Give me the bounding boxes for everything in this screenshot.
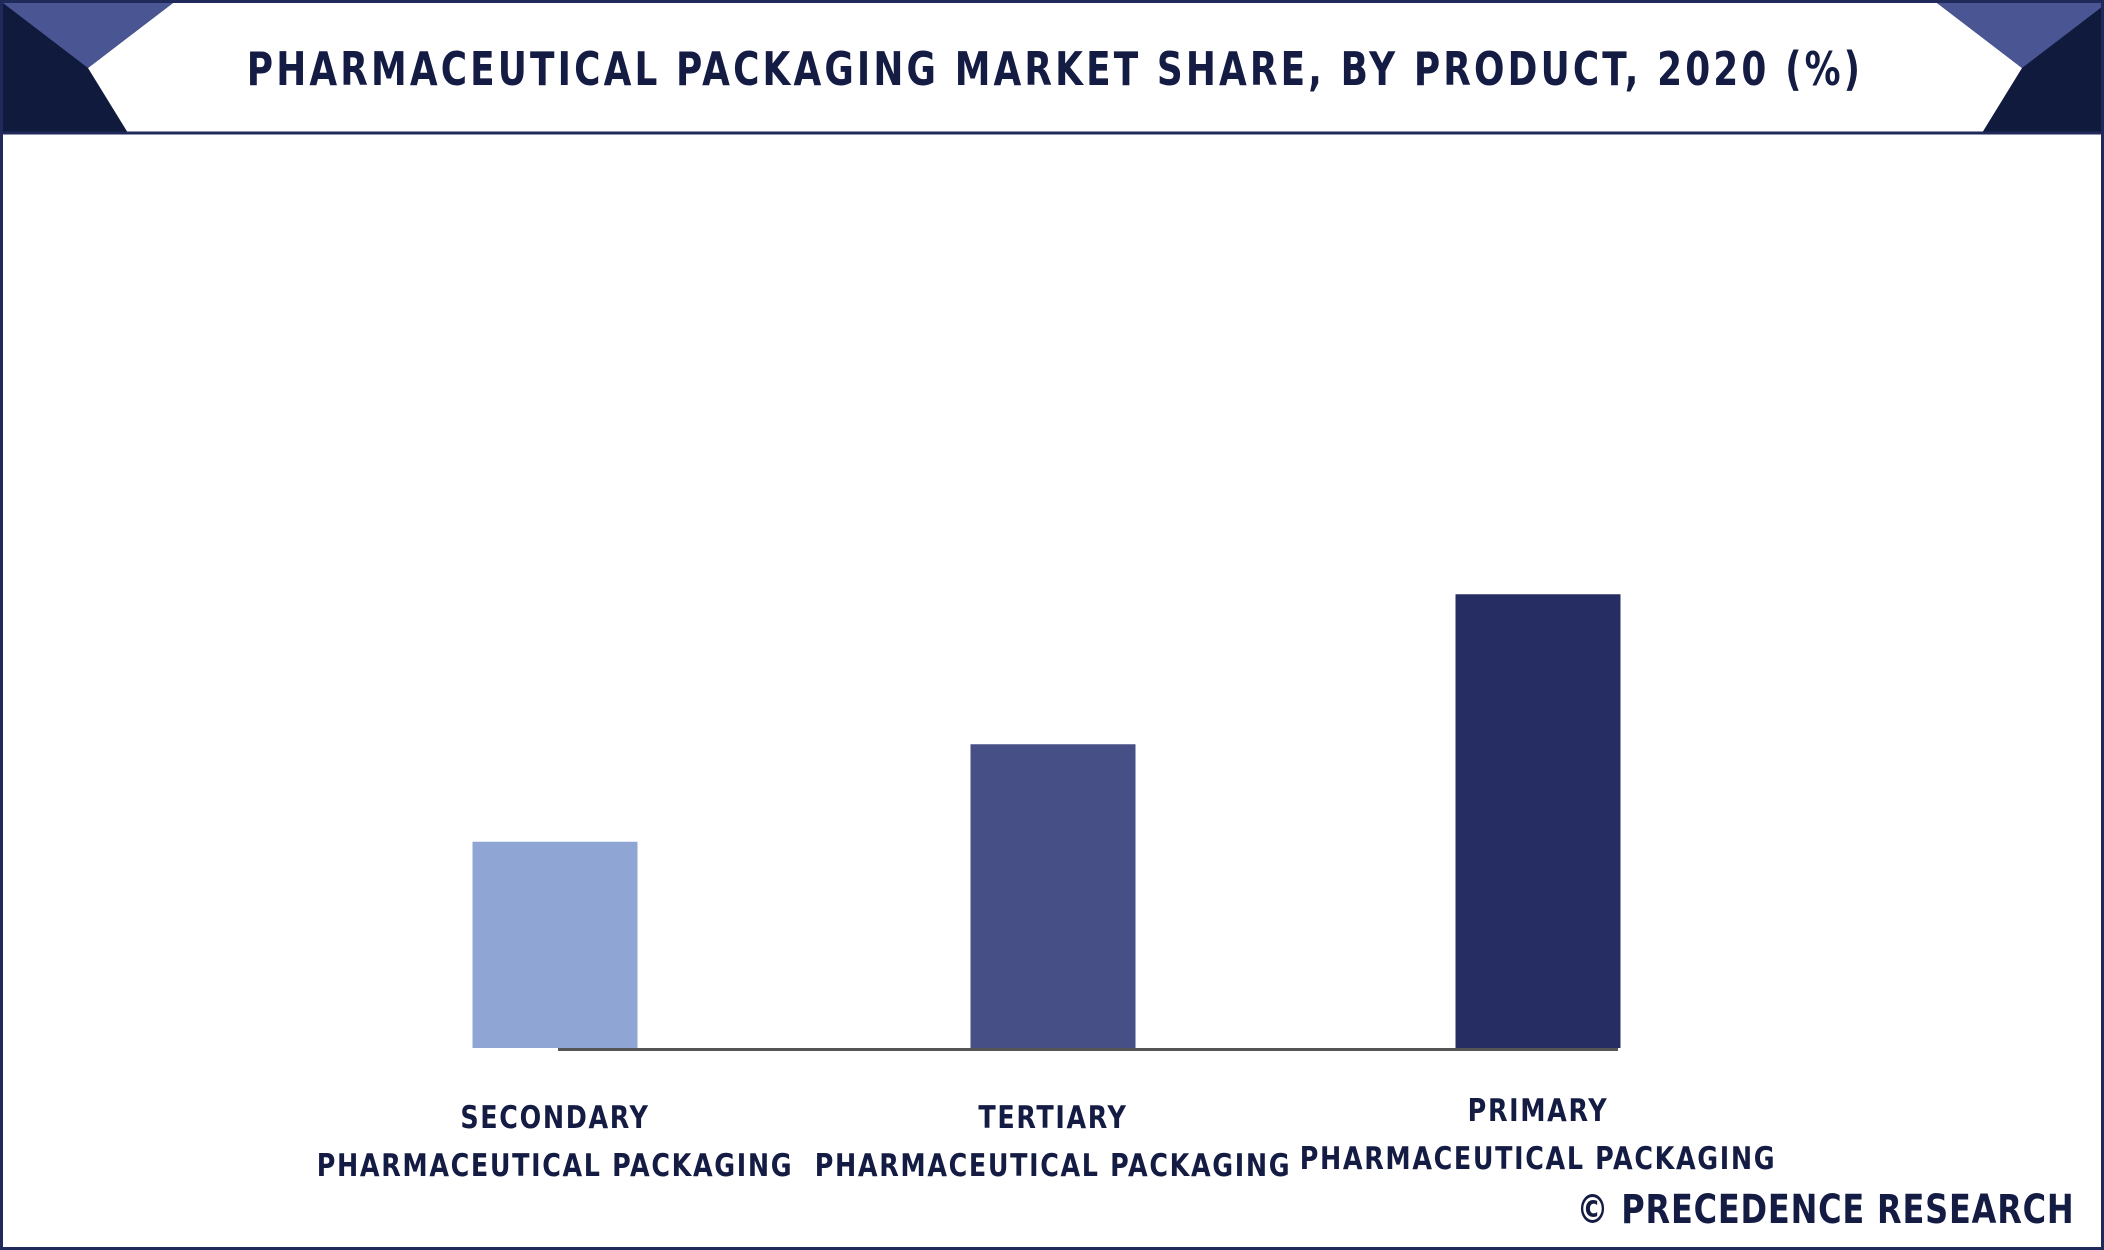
x-tick-label-1-line-1: SECONDARY	[460, 1100, 649, 1136]
x-tick-label-3-line-1: PRIMARY	[1468, 1093, 1609, 1129]
source-credit: © PRECEDENCE RESEARCH	[1576, 1187, 2075, 1233]
x-tick-label-2-line-1: TERTIARY	[978, 1100, 1127, 1136]
bar-3	[1455, 594, 1621, 1048]
right-corner-accent	[1937, 3, 2101, 68]
banner-decoration	[3, 3, 2101, 135]
left-corner-accent	[3, 3, 173, 68]
chart-title: PHARMACEUTICAL PACKAGING MARKET SHARE, B…	[246, 42, 1864, 96]
bar-2	[970, 744, 1136, 1048]
x-tick-label-2-line-2: PHARMACEUTICAL PACKAGING	[815, 1148, 1291, 1184]
bar-1	[472, 841, 638, 1048]
bar-chart: SECONDARY PHARMACEUTICAL PACKAGING TERTIAR…	[317, 594, 1776, 1184]
x-tick-label-1-line-2: PHARMACEUTICAL PACKAGING	[317, 1148, 793, 1184]
title-banner: PHARMACEUTICAL PACKAGING MARKET SHARE, B…	[3, 3, 2101, 135]
x-tick-label-3-line-2: PHARMACEUTICAL PACKAGING	[1300, 1141, 1776, 1177]
